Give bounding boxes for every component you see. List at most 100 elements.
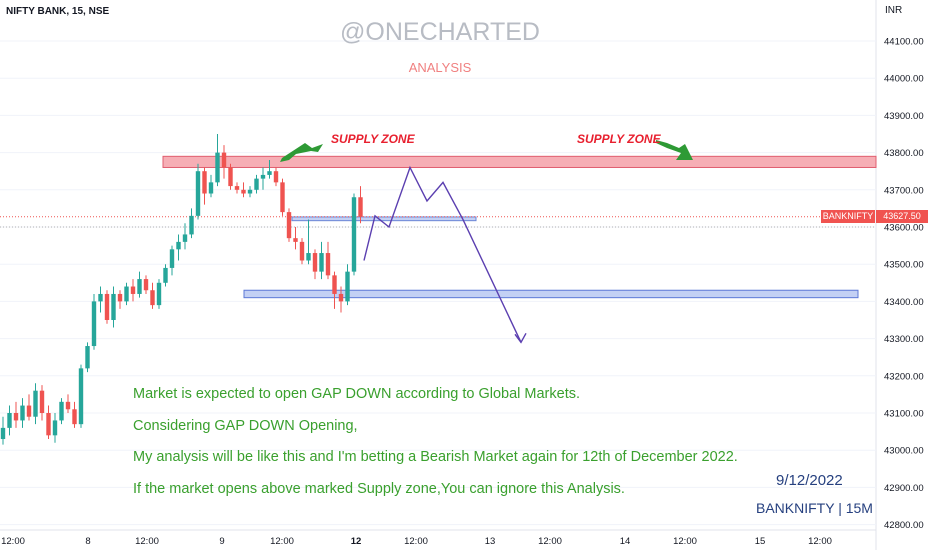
currency-label: INR [885, 5, 903, 16]
candle-body[interactable] [143, 279, 149, 291]
candle-body[interactable] [124, 286, 129, 302]
candle-body[interactable] [306, 253, 311, 261]
supply-zone-label-left: SUPPLY ZONE [331, 132, 415, 146]
candle-body[interactable] [286, 212, 292, 239]
y-tick-label: 43700.00 [884, 185, 924, 196]
candle-body[interactable] [312, 253, 318, 272]
x-tick-label: 15 [755, 536, 766, 547]
candle-body[interactable] [338, 293, 344, 302]
candle-body[interactable] [104, 293, 110, 320]
candle-body[interactable] [234, 186, 240, 190]
ticker-timeframe-tag: BANKNIFTY | 15M [756, 500, 873, 516]
candle-body[interactable] [137, 279, 142, 294]
candle-body[interactable] [319, 253, 324, 272]
candle-body[interactable] [52, 420, 58, 436]
candle-body[interactable] [358, 197, 363, 217]
candle-body[interactable] [195, 171, 201, 216]
candle-body[interactable] [0, 427, 6, 440]
y-tick-label: 43900.00 [884, 111, 924, 122]
candle-body[interactable] [280, 182, 285, 213]
candle-body[interactable] [150, 290, 155, 306]
candle-body[interactable] [299, 241, 305, 261]
candle-body[interactable] [202, 171, 207, 194]
candle-body[interactable] [156, 282, 162, 306]
y-tick-label: 43100.00 [884, 409, 924, 420]
candle-body[interactable] [189, 215, 194, 235]
arrow-left-icon [280, 143, 323, 162]
watermark-subtitle: ANALYSIS [408, 60, 472, 75]
x-tick-label: 8 [85, 536, 90, 547]
y-tick-label: 44100.00 [884, 37, 924, 48]
candle-body[interactable] [33, 390, 38, 417]
x-tick-label: 12 [351, 536, 362, 547]
candle-body[interactable] [215, 152, 220, 183]
candle-body[interactable] [208, 182, 214, 194]
y-tick-label: 43300.00 [884, 334, 924, 345]
x-tick-label: 12:00 [1, 536, 25, 547]
x-tick-label: 12:00 [538, 536, 562, 547]
projection-path [363, 165, 522, 343]
x-tick-label: 9 [219, 536, 224, 547]
x-tick-label: 14 [620, 536, 631, 547]
candle-body[interactable] [130, 286, 136, 294]
ticker-price-label: BANKNIFTY [821, 210, 875, 223]
last-price-label: 43627.50 [876, 210, 928, 223]
candle-body[interactable] [20, 405, 25, 421]
candle-body[interactable] [345, 271, 350, 302]
candle-body[interactable] [176, 241, 181, 250]
candle-body[interactable] [59, 401, 64, 421]
x-tick-label: 12:00 [808, 536, 832, 547]
candle-body[interactable] [39, 390, 45, 413]
analysis-date: 9/12/2022 [776, 472, 843, 489]
candle-body[interactable] [85, 346, 90, 369]
zone-supply-zone [162, 155, 877, 168]
supply-zone-label-right: SUPPLY ZONE [577, 132, 661, 146]
candle-body[interactable] [221, 152, 227, 168]
candle-body[interactable] [293, 238, 298, 242]
candle-body[interactable] [111, 293, 116, 320]
candle-body[interactable] [254, 178, 259, 190]
candle-body[interactable] [46, 413, 51, 436]
price-axis-panel [876, 0, 932, 550]
candle-body[interactable] [351, 197, 357, 272]
y-tick-label: 43200.00 [884, 371, 924, 382]
x-tick-label: 12:00 [135, 536, 159, 547]
candle-body[interactable] [247, 189, 253, 194]
watermark-brand: @ONECHARTED [340, 18, 540, 46]
candle-body[interactable] [273, 171, 279, 183]
candle-body[interactable] [7, 413, 12, 428]
candle-body[interactable] [13, 413, 19, 421]
y-tick-label: 43000.00 [884, 446, 924, 457]
y-tick-label: 42800.00 [884, 520, 924, 531]
candle-body[interactable] [91, 301, 97, 347]
x-tick-label: 13 [485, 536, 496, 547]
candle-body[interactable] [182, 234, 188, 242]
candle-body[interactable] [98, 293, 103, 302]
candle-body[interactable] [228, 167, 233, 187]
candle-body[interactable] [325, 253, 331, 276]
y-tick-label: 43800.00 [884, 148, 924, 159]
symbol-label: NIFTY BANK, 15, NSE [6, 6, 110, 17]
y-tick-label: 42900.00 [884, 483, 924, 494]
candle-body[interactable] [260, 174, 266, 179]
candle-body[interactable] [163, 267, 168, 283]
y-tick-label: 44000.00 [884, 74, 924, 85]
candle-body[interactable] [26, 405, 32, 417]
y-tick-label: 43400.00 [884, 297, 924, 308]
candle-body[interactable] [332, 275, 337, 294]
candle-body[interactable] [117, 293, 123, 302]
candle-body[interactable] [72, 409, 77, 425]
candle-body[interactable] [241, 189, 246, 194]
candle-body[interactable] [65, 401, 71, 410]
candle-body[interactable] [169, 249, 175, 268]
analysis-note-4: If the market opens above marked Supply … [133, 481, 625, 497]
x-tick-label: 12:00 [270, 536, 294, 547]
candle-body[interactable] [78, 368, 84, 425]
analysis-note-2: Considering GAP DOWN Opening, [133, 418, 358, 434]
projection-arrowhead [514, 332, 527, 344]
x-tick-label: 12:00 [673, 536, 697, 547]
analysis-note-3: My analysis will be like this and I'm be… [133, 449, 738, 465]
candle-body[interactable] [267, 171, 272, 175]
